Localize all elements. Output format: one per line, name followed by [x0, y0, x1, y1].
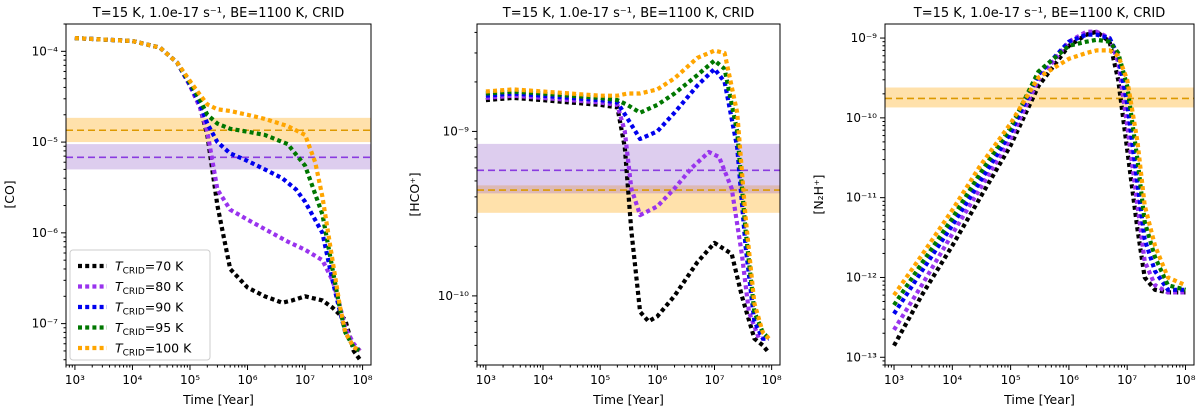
series-5-line [74, 36, 362, 353]
observation-bands [66, 117, 371, 170]
y-tick-label: 10⁻¹⁰ [846, 111, 877, 125]
legend-entry: TCRID=70 K [115, 259, 184, 277]
y-axis-label: [N₂H⁺] [811, 174, 826, 214]
x-tick-label: 10³ [884, 373, 904, 387]
series-1-line [892, 29, 1186, 347]
y-tick-label: 10⁻¹¹ [846, 191, 877, 205]
x-tick-label: 10⁴ [942, 373, 962, 387]
series-4-line [892, 37, 1187, 307]
y-tick-label: 10⁻⁹ [443, 124, 470, 138]
plot-frame [884, 23, 1195, 366]
x-tick-label: 10⁵ [590, 373, 610, 387]
panel-2: 10³ 10⁴ 10⁵ 10⁶ 10⁷ 10⁸ 10⁻¹⁰ 10⁻⁹ T=15 K, 1.0e-… [407, 6, 782, 407]
x-axis-label: Time [Year] [1003, 392, 1075, 407]
panel-1: 10³ 10⁴ 10⁵ 10⁶ 10⁷ 10⁸ 10⁻⁷ 10⁻⁶ 10⁻⁵ 10⁻⁴ T=15 K… [2, 6, 373, 407]
legend: TCRID=70 K TCRID=80 K TCRID=90 K TCRID=95 K… [69, 249, 211, 361]
x-tick-label: 10³ [476, 373, 496, 387]
panel-title: T=15 K, 1.0e-17 s⁻¹, BE=1100 K, CRID [913, 6, 1165, 21]
x-axis-label: Time [Year] [592, 392, 664, 407]
series-group [74, 36, 362, 361]
series-2-line [892, 29, 1186, 332]
legend-entry: TCRID=100 K [115, 341, 192, 359]
y-axis-label: [CO] [2, 180, 17, 208]
legend-entry: TCRID=80 K [115, 279, 184, 297]
series-5-line [892, 48, 1187, 297]
y-tick-label: 10⁻¹³ [846, 350, 877, 364]
y-tick-label: 10⁻⁹ [851, 31, 878, 45]
x-axis-label: Time [Year] [182, 392, 254, 407]
series-group [892, 29, 1187, 347]
x-tick-label: 10⁷ [704, 373, 724, 387]
y-axis-label: [HCO⁺] [407, 172, 422, 216]
series-3-line [892, 32, 1186, 315]
panel-title: T=15 K, 1.0e-17 s⁻¹, BE=1100 K, CRID [92, 6, 344, 21]
plot-frame [65, 23, 372, 366]
plot-frame [476, 23, 781, 366]
series-1-line [485, 95, 771, 355]
x-tick-label: 10⁴ [533, 373, 553, 387]
series-3-line [485, 66, 769, 341]
x-tick-label: 10⁷ [295, 373, 315, 387]
x-tick-label: 10⁷ [1117, 373, 1137, 387]
series-4-line [485, 58, 771, 341]
y-tick-label: 10⁻¹² [846, 270, 877, 284]
x-tick-label: 10³ [65, 373, 85, 387]
legend-entry: TCRID=95 K [115, 320, 184, 338]
x-tick-label: 10⁴ [122, 373, 142, 387]
y-tick-label: 10⁻⁷ [32, 317, 59, 331]
x-tick-label: 10⁵ [180, 373, 200, 387]
x-tick-label: 10⁸ [762, 373, 782, 387]
y-tick-label: 10⁻⁵ [32, 135, 59, 149]
series-group [485, 48, 771, 355]
x-tick-label: 10⁵ [1001, 373, 1021, 387]
observation-bands [885, 87, 1194, 108]
series-5-line [485, 48, 771, 341]
y-tick-label: 10⁻⁶ [32, 226, 59, 240]
obs-orange-band [885, 87, 1194, 108]
panel-3: 10³ 10⁴ 10⁵ 10⁶ 10⁷ 10⁸ 10⁻¹³ 10⁻¹² 10⁻¹¹ 10⁻¹⁰ 10… [811, 6, 1196, 407]
x-tick-label: 10⁸ [353, 373, 373, 387]
x-tick-label: 10⁶ [1059, 373, 1079, 387]
x-tick-label: 10⁶ [237, 373, 257, 387]
x-tick-label: 10⁶ [647, 373, 667, 387]
legend-box [69, 249, 211, 361]
y-tick-label: 10⁻¹⁰ [438, 289, 469, 303]
legend-entry: TCRID=90 K [115, 300, 184, 318]
x-tick-label: 10⁸ [1175, 373, 1195, 387]
series-2-line [485, 93, 769, 341]
panel-title: T=15 K, 1.0e-17 s⁻¹, BE=1100 K, CRID [502, 6, 754, 21]
y-tick-label: 10⁻⁴ [32, 44, 59, 58]
